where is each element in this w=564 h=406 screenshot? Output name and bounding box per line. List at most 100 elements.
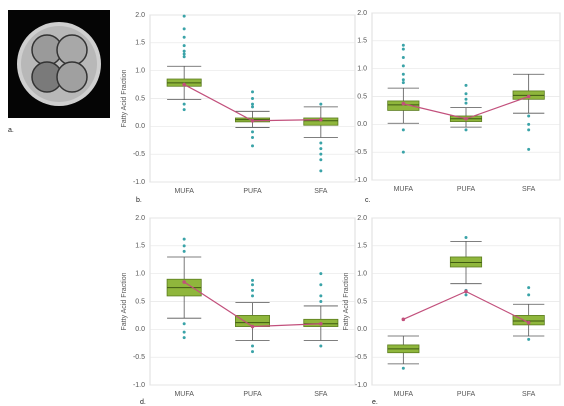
- reference-point: [464, 290, 468, 294]
- x-tick-label: PUFA: [457, 186, 476, 193]
- y-tick-label: -1.0: [133, 382, 145, 389]
- outlier: [183, 15, 186, 18]
- y-tick-label: 0.5: [135, 95, 145, 102]
- outlier: [183, 27, 186, 30]
- reference-point: [527, 95, 531, 99]
- panel-label: c.: [365, 197, 371, 204]
- x-tick-label: PUFA: [243, 188, 262, 195]
- x-tick-label: SFA: [314, 391, 328, 398]
- outlier: [183, 331, 186, 334]
- x-tick-label: SFA: [522, 391, 536, 398]
- x-tick-label: PUFA: [243, 391, 262, 398]
- outlier: [183, 52, 186, 55]
- y-tick-label: 2.0: [135, 12, 145, 19]
- y-tick-label: 0.5: [135, 298, 145, 305]
- x-tick-label: SFA: [522, 186, 536, 193]
- y-tick-label: 1.0: [135, 68, 145, 75]
- outlier: [183, 55, 186, 58]
- reference-point: [182, 83, 186, 87]
- reference-point: [402, 318, 406, 322]
- outlier: [183, 50, 186, 53]
- outlier: [319, 147, 322, 150]
- outlier: [402, 151, 405, 154]
- outlier: [183, 250, 186, 253]
- y-tick-label: 1.5: [135, 243, 145, 250]
- outlier: [319, 272, 322, 275]
- y-tick-label: 0.0: [135, 326, 145, 333]
- y-tick-label: -0.5: [133, 151, 145, 158]
- outlier: [183, 44, 186, 47]
- panel-label: a.: [8, 127, 14, 134]
- x-tick-label: SFA: [314, 188, 328, 195]
- outlier: [465, 293, 468, 296]
- y-tick-label: 1.0: [135, 271, 145, 278]
- outlier: [251, 345, 254, 348]
- outlier: [402, 64, 405, 67]
- y-tick-label: -0.5: [133, 354, 145, 361]
- outlier: [251, 90, 254, 93]
- outlier: [183, 322, 186, 325]
- reference-point: [319, 118, 323, 122]
- y-tick-label: 0.5: [357, 298, 367, 305]
- y-tick-label: -0.5: [355, 354, 367, 361]
- outlier: [465, 102, 468, 105]
- x-tick-label: MUFA: [394, 186, 414, 193]
- reference-point: [527, 321, 531, 325]
- reference-point: [464, 117, 468, 121]
- panel-label: d.: [140, 399, 146, 406]
- phantom-image: [8, 10, 110, 118]
- y-tick-label: 0.0: [357, 326, 367, 333]
- outlier: [527, 148, 530, 151]
- outlier: [465, 236, 468, 239]
- box: [450, 257, 481, 267]
- outlier: [402, 48, 405, 51]
- y-tick-label: 2.0: [135, 215, 145, 222]
- outlier: [251, 97, 254, 100]
- outlier: [251, 350, 254, 353]
- outlier: [319, 283, 322, 286]
- outlier: [319, 142, 322, 145]
- outlier: [251, 279, 254, 282]
- outlier: [527, 286, 530, 289]
- outlier: [319, 345, 322, 348]
- outlier: [183, 238, 186, 241]
- y-tick-label: 1.5: [357, 38, 367, 45]
- outlier: [527, 293, 530, 296]
- outlier: [183, 336, 186, 339]
- y-tick-label: 1.0: [357, 66, 367, 73]
- outlier: [465, 92, 468, 95]
- outlier: [251, 103, 254, 106]
- outlier: [465, 128, 468, 131]
- y-axis-label: Fatty Acid Fraction: [121, 272, 128, 330]
- outlier: [183, 36, 186, 39]
- outlier: [319, 158, 322, 161]
- x-tick-label: MUFA: [174, 391, 194, 398]
- outlier: [319, 103, 322, 106]
- outlier: [251, 105, 254, 108]
- outlier: [527, 123, 530, 126]
- y-tick-label: 1.5: [357, 243, 367, 250]
- outlier: [251, 136, 254, 139]
- outlier: [527, 128, 530, 131]
- y-tick-label: 1.0: [357, 271, 367, 278]
- outlier: [183, 103, 186, 106]
- x-tick-label: MUFA: [174, 188, 194, 195]
- outlier: [251, 283, 254, 286]
- outlier: [251, 294, 254, 297]
- y-tick-label: -0.5: [355, 149, 367, 156]
- outlier: [402, 73, 405, 76]
- outlier: [527, 338, 530, 341]
- outlier: [251, 130, 254, 133]
- outlier: [402, 44, 405, 47]
- outlier: [183, 244, 186, 247]
- y-tick-label: -1.0: [355, 177, 367, 184]
- reference-point: [182, 280, 186, 284]
- y-tick-label: -1.0: [355, 382, 367, 389]
- outlier: [402, 56, 405, 59]
- outlier: [251, 289, 254, 292]
- figure: a. -1.0 -0.5 0.0 0.5 1.0 1.5 2.0 Fatty Acid Fra…: [0, 0, 564, 406]
- reference-point: [251, 325, 255, 329]
- x-tick-label: PUFA: [457, 391, 476, 398]
- outlier: [319, 300, 322, 303]
- outlier: [319, 294, 322, 297]
